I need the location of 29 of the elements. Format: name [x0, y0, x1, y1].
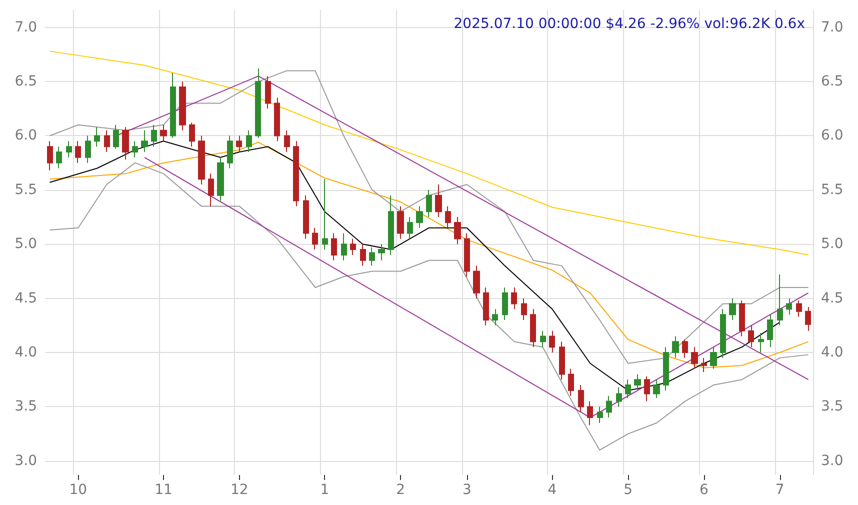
y2-tick-label: 4.0: [821, 344, 844, 361]
x-tick-label: 4: [548, 482, 557, 498]
x-tick-label: 10: [69, 482, 88, 498]
y2-tick-label: 4.5: [821, 290, 844, 306]
y-tick-label: 4.5: [14, 290, 37, 306]
y-tick-label: 5.5: [14, 182, 37, 198]
x-tick-label: 5: [624, 482, 633, 498]
y-tick-label: 7.0: [14, 19, 37, 36]
x-tick-label: 7: [775, 482, 784, 498]
x-tick-label: 6: [700, 482, 708, 498]
y-tick-label: 6.5: [14, 74, 37, 90]
x-tick-label: 11: [154, 482, 172, 498]
y-tick-label: 6.0: [14, 128, 37, 144]
y2-tick-label: 3.0: [821, 452, 844, 469]
x-tick-label: 3: [462, 482, 472, 498]
y2-tick-label: 6.5: [821, 74, 844, 90]
y-tick-label: 3.0: [14, 452, 37, 469]
chart-title: 2025.07.10 00:00:00 $4.26 -2.96% vol:96.2K 0.6x: [454, 16, 806, 32]
y-tick-label: 5.0: [14, 236, 37, 252]
x-tick-label: 2: [396, 482, 406, 498]
y2-tick-label: 6.0: [821, 128, 844, 144]
x-tick-label: 12: [230, 482, 248, 498]
y2-tick-label: 5.5: [821, 182, 844, 198]
y-tick-label: 3.5: [14, 398, 37, 415]
y2-tick-label: 5.0: [821, 236, 844, 252]
y2-tick-label: 7.0: [821, 19, 844, 36]
y-tick-label: 4.0: [14, 344, 37, 361]
x-tick-label: 1: [320, 482, 330, 498]
y2-tick-label: 3.5: [821, 398, 844, 415]
